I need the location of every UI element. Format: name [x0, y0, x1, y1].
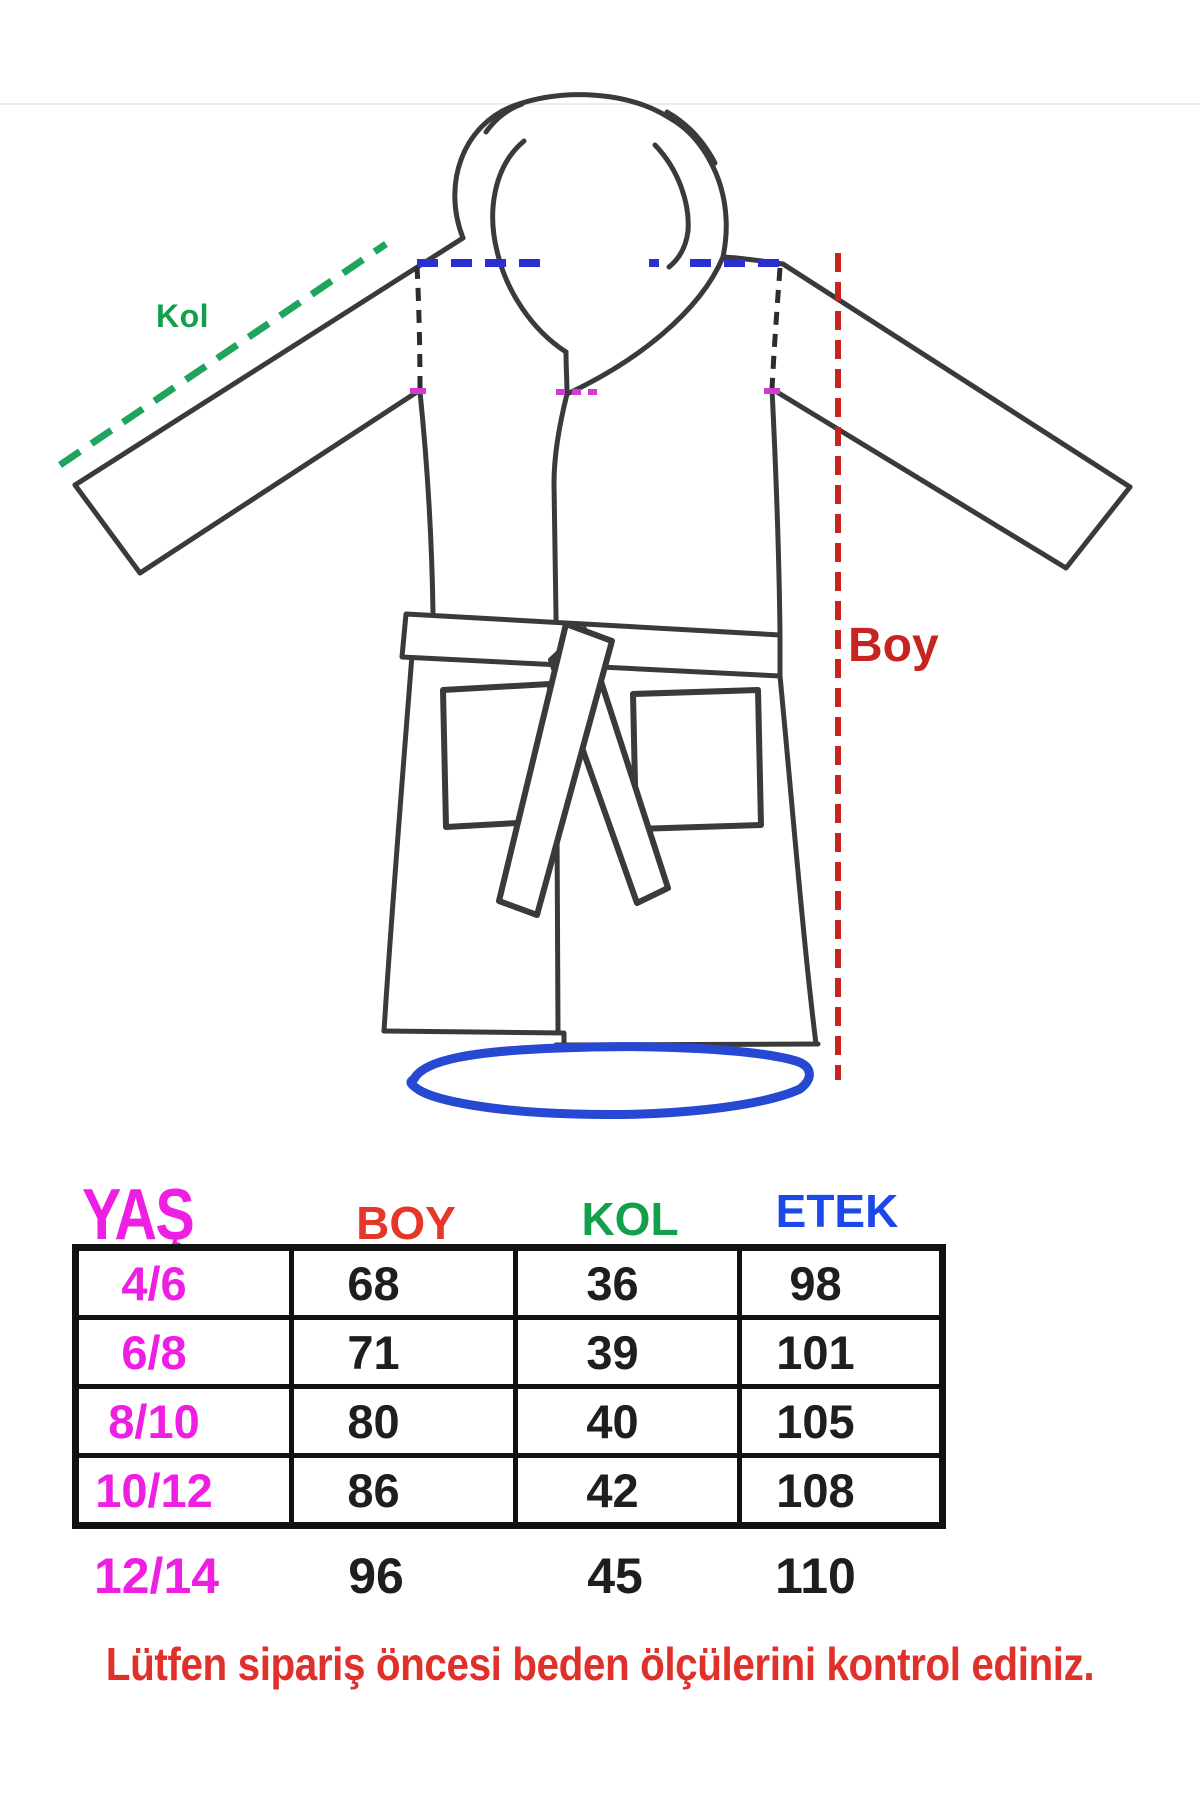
age-cell: 6/8	[79, 1320, 294, 1389]
length-cell: 86	[294, 1458, 518, 1522]
column-header-age: YAŞ	[82, 1175, 195, 1255]
bathrobe-measurement-sketch	[58, 92, 1133, 1120]
sleeve-left-top	[72, 235, 466, 488]
age-cell: 8/10	[79, 1389, 294, 1458]
body-right-upper	[769, 386, 783, 636]
column-header-length: BOY	[356, 1197, 456, 1249]
hood-fold-right	[664, 109, 718, 166]
length-measure-label: Boy	[848, 619, 939, 672]
sleeve-cell: 42	[518, 1458, 742, 1522]
hem-cell: 108	[742, 1458, 939, 1522]
hem-cell: 98	[742, 1251, 939, 1320]
hood-opening-right	[652, 142, 691, 270]
age-cell: 10/12	[79, 1458, 294, 1522]
front-v-line	[551, 391, 570, 486]
hem-cell: 105	[742, 1389, 939, 1458]
lapel-left	[563, 349, 570, 397]
hem-cell: 110	[742, 1547, 939, 1605]
sleeve-right-top	[780, 261, 1133, 490]
hood-outline	[452, 92, 729, 260]
length-cell: 96	[294, 1547, 518, 1605]
sleeve-left-under	[137, 387, 423, 576]
armhole-dash-left	[414, 265, 423, 389]
column-header-sleeve: KOL	[581, 1193, 679, 1245]
sleeve-cell: 40	[518, 1389, 742, 1458]
column-header-hem: ETEK	[775, 1185, 899, 1237]
hem-ellipse	[406, 1042, 814, 1120]
sleeve-right-under	[769, 386, 1069, 571]
sleeve-cell: 39	[518, 1320, 742, 1389]
body-left-lower	[381, 652, 415, 1034]
belt-strap-left	[496, 621, 615, 918]
hood-opening-left	[490, 138, 569, 355]
sleeve-cell: 45	[518, 1547, 742, 1605]
length-cell: 71	[294, 1320, 518, 1389]
age-cell: 12/14	[79, 1547, 294, 1605]
body-left-upper	[417, 389, 436, 615]
sleeve-cell: 36	[518, 1251, 742, 1320]
pocket-right	[630, 687, 764, 832]
sleeve-right-cuff	[1063, 484, 1133, 571]
hem-cell: 101	[742, 1320, 939, 1389]
sleeve-dash-line	[58, 241, 388, 468]
size-check-warning: Lütfen sipariş öncesi beden ölçülerini k…	[105, 1638, 1095, 1690]
sleeve-left-cuff	[72, 482, 143, 576]
photo-seam-divider	[0, 103, 1200, 105]
length-cell: 80	[294, 1389, 518, 1458]
length-cell: 68	[294, 1251, 518, 1320]
sleeve-measure-label: Kol	[156, 298, 210, 334]
lapel-right	[564, 254, 726, 397]
hem-left	[381, 1028, 567, 1048]
age-cell: 4/6	[79, 1251, 294, 1320]
hood-fold-left	[483, 101, 525, 135]
size-table: 4/6 68 36 98 6/8 71 39 101 8/10 80 40 10…	[72, 1244, 946, 1529]
body-right-lower	[777, 673, 819, 1047]
center-front-line	[551, 480, 561, 1034]
size-table-extra-row: 12/14 96 45 110	[72, 1547, 946, 1605]
armhole-dash-right	[769, 267, 783, 390]
